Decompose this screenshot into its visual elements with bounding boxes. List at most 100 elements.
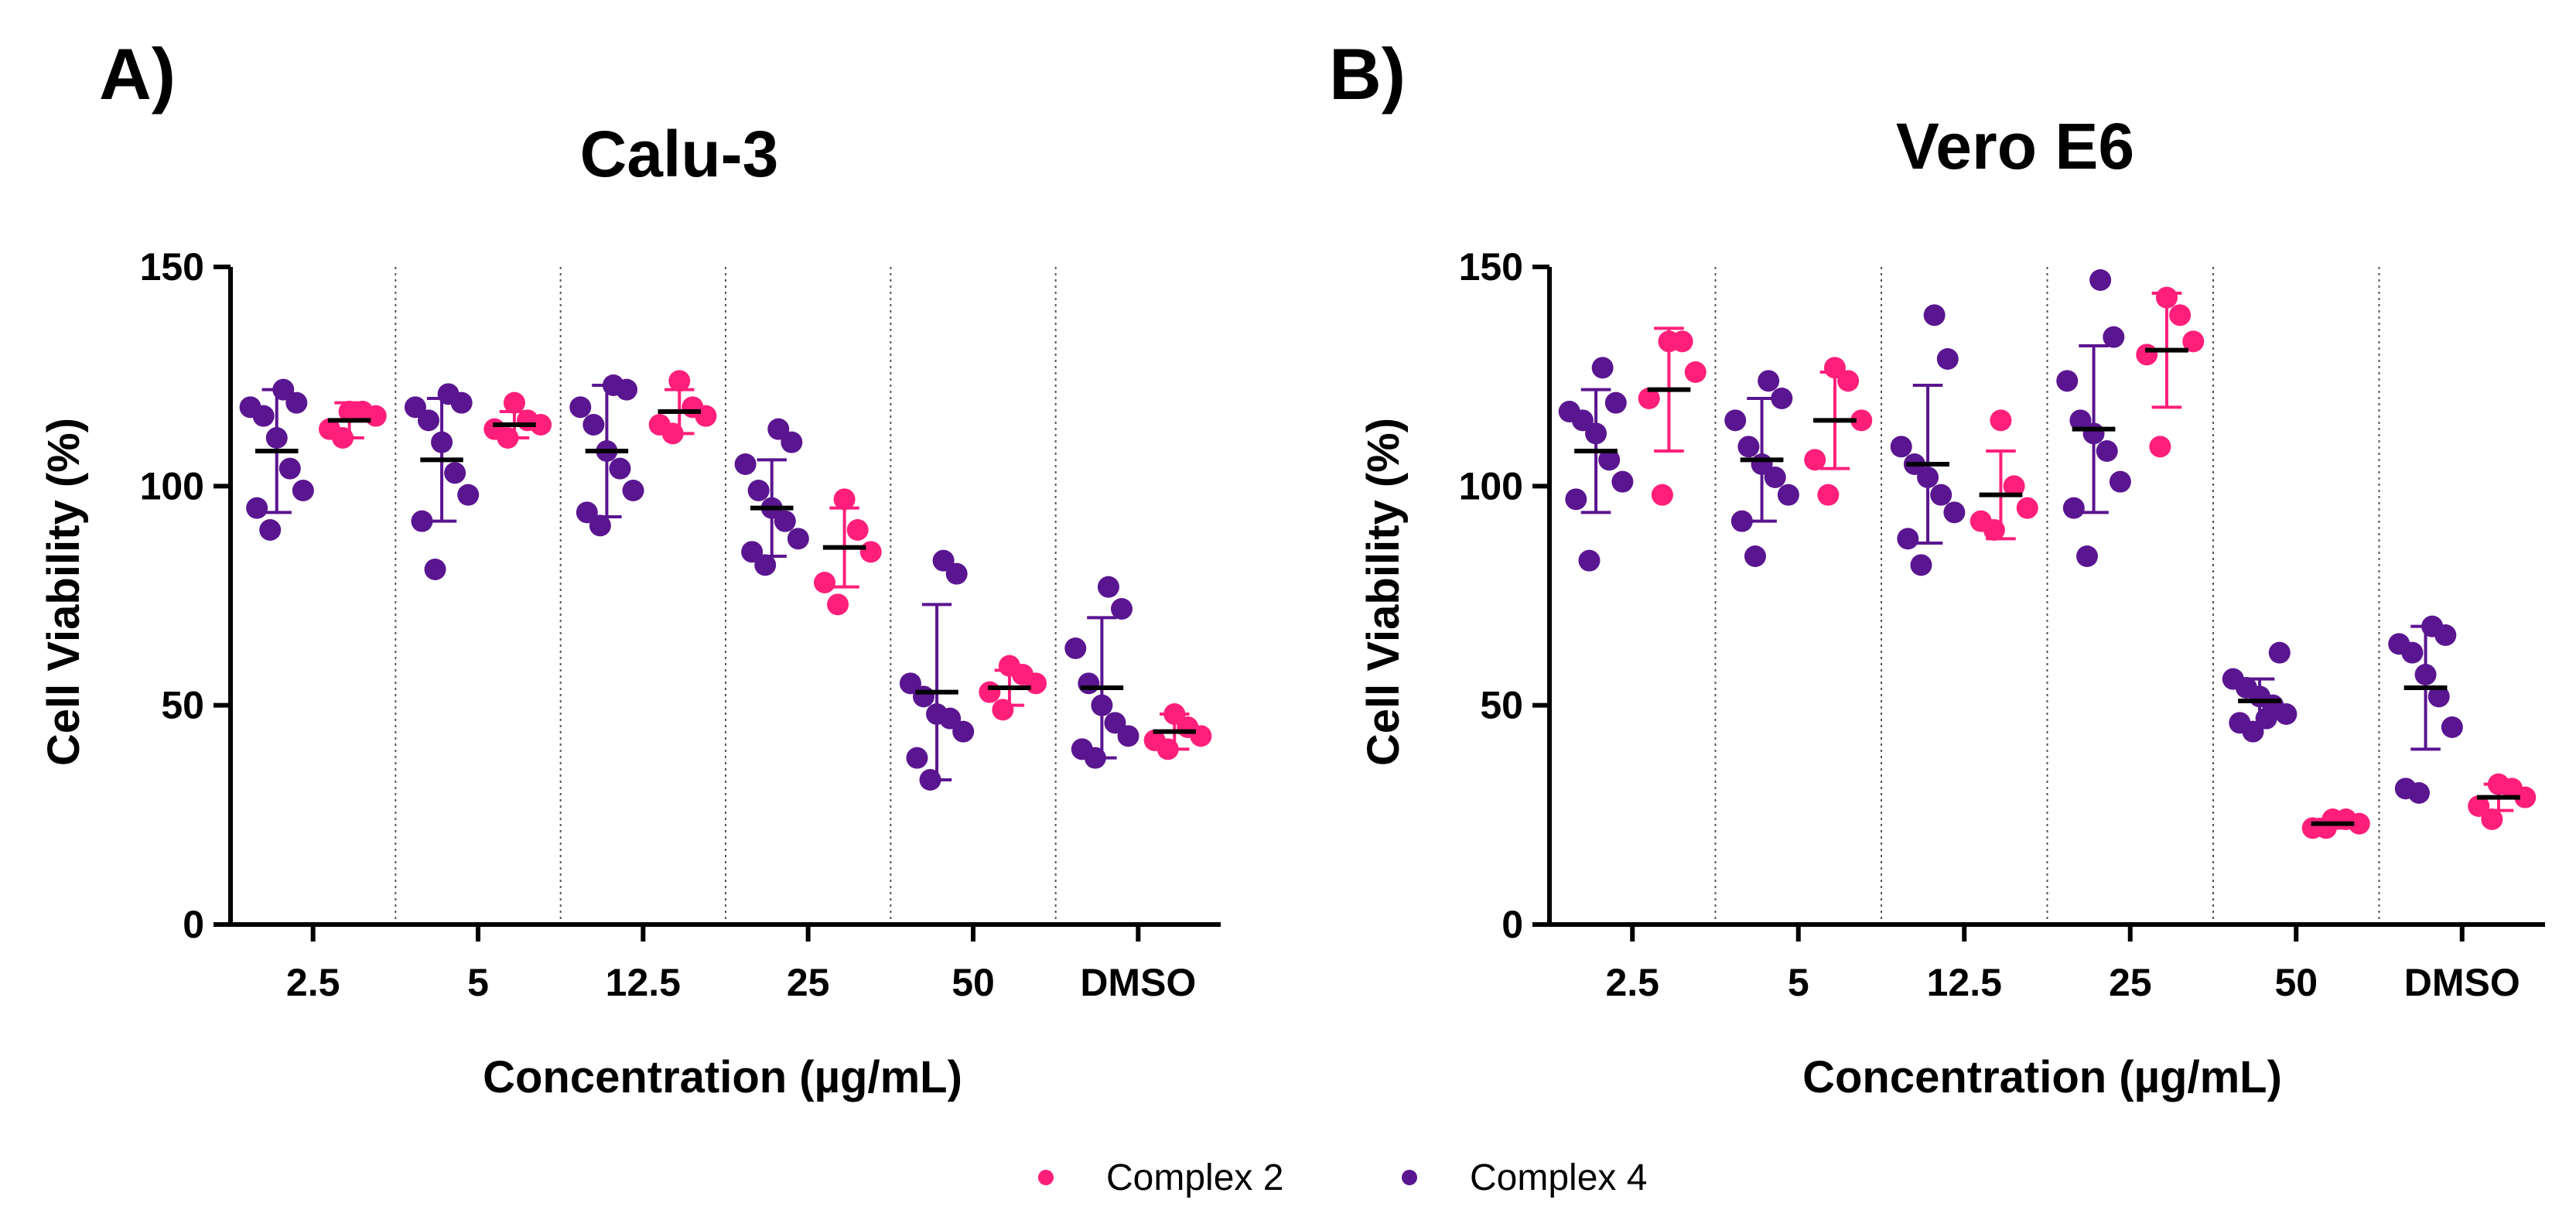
vero-e6-complex-2-point-50-4 bbox=[2321, 808, 2344, 830]
calu3-complex-2-group-50 bbox=[979, 655, 1047, 721]
calu3-complex-2-group-25 bbox=[814, 488, 882, 616]
vero-e6-complex-4-point-2-5-8 bbox=[1591, 357, 1614, 379]
calu3-complex-2-point-25-0 bbox=[827, 593, 849, 616]
vero-e6-complex-2-point-2-5-1 bbox=[1638, 388, 1660, 409]
vero-e6-x-tick-label-50: 50 bbox=[2274, 961, 2318, 1004]
legend-item-complex-4: Complex 4 bbox=[1402, 1157, 1647, 1198]
vero-e6-y-tick-label-0: 0 bbox=[1502, 903, 1523, 946]
vero-e6-complex-4-point-dmso-1 bbox=[2394, 778, 2417, 800]
vero-e6-complex-4-point-5-4 bbox=[1751, 453, 1773, 475]
calu3-complex-4-point-12-5-5 bbox=[583, 414, 605, 436]
legend-marker-complex-2 bbox=[1038, 1170, 1054, 1185]
chart-calu3: Calu-3 Cell Viability (%) Concentration … bbox=[39, 118, 1221, 1102]
calu3-complex-4-point-12-5-3 bbox=[609, 457, 631, 480]
vero-e6-complex-4-point-5-7 bbox=[1771, 388, 1793, 409]
vero-e6-complex-4-point-2-5-1 bbox=[1565, 488, 1587, 511]
calu3-complex-4-point-5-6 bbox=[404, 396, 426, 419]
calu3-y-tick-label-100: 100 bbox=[140, 464, 204, 508]
vero-e6-y-tick-label-100: 100 bbox=[1459, 464, 1523, 508]
vero-e6-complex-2-point-dmso-1 bbox=[2468, 795, 2490, 817]
vero-e6-x-tick-label-2-5: 2.5 bbox=[1605, 961, 1659, 1004]
calu3-complex-4-point-25-3 bbox=[774, 510, 796, 532]
calu3-complex-2-point-5-1 bbox=[483, 418, 506, 440]
vero-e6-complex-4-point-25-2 bbox=[2109, 470, 2131, 493]
calu3-complex-4-point-50-4 bbox=[926, 703, 948, 725]
vero-e6-complex-4-point-2-5-6 bbox=[1558, 401, 1580, 422]
legend-marker-complex-4 bbox=[1402, 1170, 1417, 1185]
calu3-complex-4-point-12-5-6 bbox=[569, 396, 592, 419]
calu3-complex-2-point-50-0 bbox=[992, 699, 1014, 721]
calu3-complex-4-point-2-5-7 bbox=[285, 391, 308, 414]
vero-e6-x-tick-label-25: 25 bbox=[2109, 961, 2152, 1004]
calu3-complex-4-point-2-5-6 bbox=[239, 396, 261, 419]
vero-e6-complex-4-point-dmso-2 bbox=[2441, 716, 2463, 738]
calu3-complex-4-point-dmso-6 bbox=[1064, 637, 1087, 659]
legend-label-complex-2: Complex 2 bbox=[1106, 1157, 1283, 1198]
chart-title-vero-e6: Vero E6 bbox=[1896, 110, 2134, 183]
calu3-y-tick-label-50: 50 bbox=[161, 684, 204, 727]
vero-e6-complex-2-group-12-5 bbox=[1970, 409, 2038, 541]
calu3-x-tick-label-25: 25 bbox=[787, 961, 830, 1004]
vero-e6-complex-4-point-25-6 bbox=[2056, 370, 2079, 392]
vero-e6-complex-2-point-12-5-3 bbox=[2003, 475, 2025, 497]
vero-e6-complex-4-point-5-6 bbox=[1724, 409, 1747, 432]
calu3-complex-4-point-50-7 bbox=[945, 562, 968, 585]
calu3-complex-4-point-5-5 bbox=[418, 409, 439, 432]
vero-e6-complex-2-point-50-1 bbox=[2301, 817, 2324, 839]
vero-e6-complex-2-point-12-5-4 bbox=[1990, 409, 2012, 432]
vero-e6-complex-4-point-12-5-8 bbox=[1923, 304, 1946, 326]
vero-e6-complex-4-point-5-0 bbox=[1744, 545, 1766, 567]
vero-e6-complex-4-point-12-5-4 bbox=[1917, 467, 1939, 488]
calu3-complex-4-point-12-5-0 bbox=[589, 514, 611, 537]
calu3-complex-2-group-12-5 bbox=[648, 370, 717, 445]
vero-e6-complex-4-point-2-5-4 bbox=[1585, 422, 1607, 445]
calu3-x-tick-label-5: 5 bbox=[467, 961, 489, 1004]
calu3-complex-4-point-dmso-8 bbox=[1097, 576, 1119, 598]
calu3-complex-4-point-12-5-2 bbox=[622, 480, 644, 501]
calu3-complex-4-point-dmso-7 bbox=[1111, 598, 1133, 620]
calu3-complex-4-group-50 bbox=[899, 549, 975, 791]
vero-e6-complex-2-point-5-4 bbox=[1823, 357, 1846, 379]
calu3-complex-4-point-5-1 bbox=[411, 510, 433, 532]
vero-e6-complex-2-group-50 bbox=[2301, 808, 2370, 839]
legend-label-complex-4: Complex 4 bbox=[1470, 1157, 1647, 1198]
vero-e6-complex-2-point-12-5-1 bbox=[1970, 510, 1992, 532]
calu3-x-tick-label-dmso: DMSO bbox=[1080, 961, 1196, 1004]
calu3-complex-4-group-dmso bbox=[1064, 576, 1139, 769]
calu3-complex-2-point-5-3 bbox=[517, 409, 538, 432]
calu3-complex-2-point-50-4 bbox=[998, 655, 1020, 677]
vero-e6-complex-4-point-50-1 bbox=[2229, 712, 2251, 734]
vero-e6-complex-4-point-5-1 bbox=[1730, 510, 1753, 532]
calu3-complex-4-point-25-7 bbox=[781, 431, 803, 453]
calu3-complex-4-point-25-2 bbox=[787, 528, 809, 550]
vero-e6-complex-4-point-12-5-2 bbox=[1943, 501, 1966, 524]
calu3-x-tick-label-12-5: 12.5 bbox=[606, 961, 681, 1004]
vero-e6-complex-4-point-5-8 bbox=[1758, 370, 1780, 392]
vero-e6-complex-2-point-dmso-4 bbox=[2487, 773, 2509, 795]
legend: Complex 2 Complex 4 bbox=[1038, 1157, 1647, 1198]
calu3-complex-2-point-12-5-3 bbox=[682, 396, 704, 419]
vero-e6-complex-4-point-dmso-3 bbox=[2427, 685, 2450, 708]
vero-e6-complex-4-point-25-0 bbox=[2075, 545, 2098, 567]
calu3-complex-4-point-12-5-1 bbox=[576, 501, 598, 524]
calu3-complex-2-point-25-4 bbox=[833, 488, 856, 511]
calu3-complex-4-point-2-5-4 bbox=[265, 427, 288, 449]
calu3-complex-4-point-5-0 bbox=[424, 559, 446, 580]
vero-e6-complex-2-point-5-1 bbox=[1804, 449, 1826, 471]
x-axis-label-vero-e6: Concentration (µg/mL) bbox=[1802, 1052, 2282, 1102]
vero-e6-x-tick-label-5: 5 bbox=[1788, 961, 1809, 1004]
calu3-complex-2-point-2-5-1 bbox=[319, 418, 340, 440]
vero-e6-complex-4-point-12-5-0 bbox=[1910, 554, 1932, 576]
calu3-complex-4-point-50-8 bbox=[932, 549, 955, 572]
vero-e6-complex-4-group-50 bbox=[2222, 641, 2298, 743]
calu3-x-tick-label-2-5: 2.5 bbox=[286, 961, 340, 1004]
vero-e6-complex-2-point-5-3 bbox=[1837, 370, 1860, 392]
vero-e6-complex-4-group-12-5 bbox=[1890, 304, 1966, 576]
calu3-complex-2-group-5 bbox=[483, 391, 552, 449]
vero-e6-complex-2-group-5 bbox=[1804, 357, 1873, 506]
vero-e6-complex-4-group-25 bbox=[2056, 269, 2131, 567]
calu3-complex-4-group-2-5 bbox=[239, 378, 314, 541]
calu3-complex-4-point-2-5-8 bbox=[272, 378, 295, 401]
vero-e6-complex-4-point-50-7 bbox=[2268, 641, 2291, 664]
calu3-complex-4-point-12-5-8 bbox=[602, 374, 624, 396]
